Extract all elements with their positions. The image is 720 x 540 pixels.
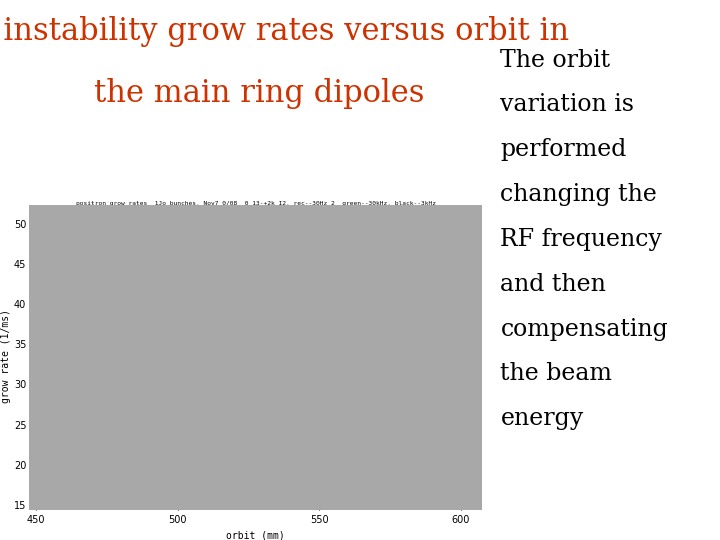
Text: performed: performed — [500, 138, 627, 161]
Text: changing the: changing the — [500, 183, 657, 206]
Text: e+ instability grow rates versus orbit in: e+ instability grow rates versus orbit i… — [0, 16, 569, 47]
Text: RF frequency: RF frequency — [500, 228, 662, 251]
Text: the beam: the beam — [500, 362, 612, 386]
Text: energy: energy — [500, 407, 584, 430]
Y-axis label: grow rate (1/ms): grow rate (1/ms) — [1, 309, 11, 403]
Text: the main ring dipoles: the main ring dipoles — [94, 78, 425, 109]
Text: and then: and then — [500, 273, 606, 296]
Text: variation is: variation is — [500, 93, 634, 117]
Title: positron grow rates  1Jo bunches, Nov7 0/08  0 13-+2k I2, rec--30Hz 2  green--30: positron grow rates 1Jo bunches, Nov7 0/… — [76, 201, 436, 206]
Text: The orbit: The orbit — [500, 49, 611, 72]
X-axis label: orbit (mm): orbit (mm) — [226, 530, 285, 540]
Text: compensating: compensating — [500, 318, 668, 341]
